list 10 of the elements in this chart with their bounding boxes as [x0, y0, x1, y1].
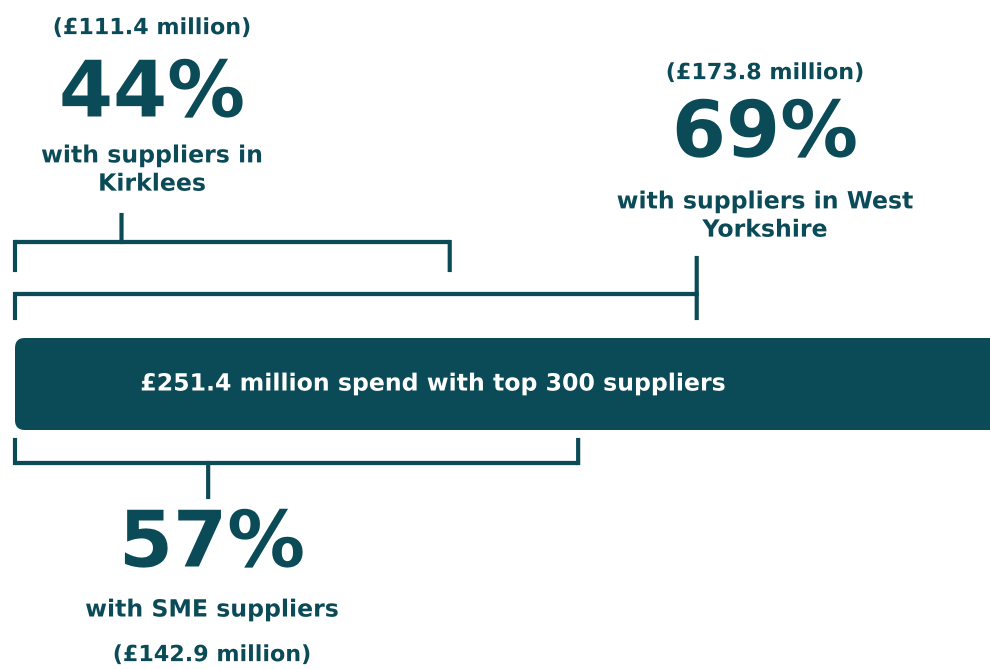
category-label: with suppliers in Kirklees — [42, 144, 262, 191]
data-label: 57% — [124, 508, 303, 568]
text: (£142.9 million) — [114, 644, 310, 664]
category-label: with suppliers in West Yorkshire — [618, 190, 913, 237]
text: £251.4 million spend with top 300 suppliers — [142, 372, 725, 396]
category-label: with SME suppliers — [86, 598, 338, 622]
text: (£111.4 million) — [54, 17, 250, 38]
data-label: 69% — [676, 98, 856, 158]
text: (£173.8 million) — [668, 62, 862, 82]
data-label: 44% — [62, 58, 243, 118]
